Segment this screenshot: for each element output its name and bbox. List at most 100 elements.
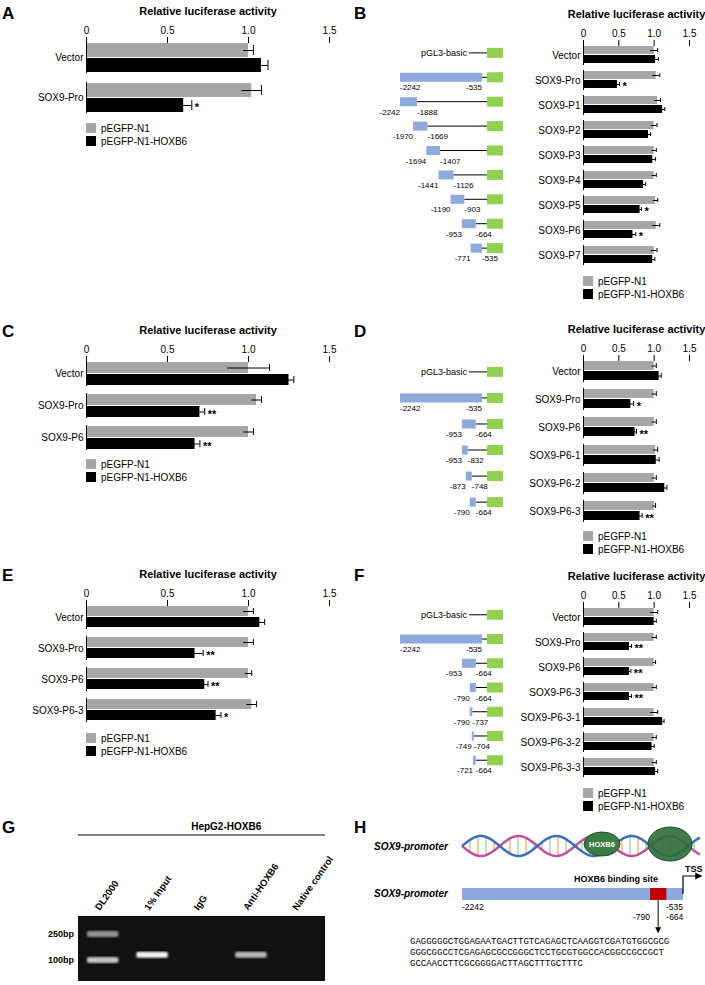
svg-text:-1888: -1888 — [417, 108, 438, 117]
svg-text:0.5: 0.5 — [161, 25, 175, 36]
svg-text:-704: -704 — [474, 742, 491, 751]
svg-text:pGL3-basic: pGL3-basic — [421, 48, 468, 58]
svg-text:-535: -535 — [466, 645, 483, 654]
svg-text:1.5: 1.5 — [683, 28, 697, 39]
svg-text:0: 0 — [84, 25, 90, 36]
svg-text:-2242: -2242 — [400, 645, 421, 654]
svg-text:**: ** — [635, 642, 644, 654]
svg-text:*: * — [644, 205, 649, 217]
svg-text:SOX9-P6: SOX9-P6 — [41, 432, 84, 443]
svg-text:100bp: 100bp — [48, 955, 75, 965]
svg-text:-535: -535 — [666, 902, 683, 912]
svg-text:SOX9-P3: SOX9-P3 — [538, 150, 581, 161]
svg-text:Relative luciferase activity: Relative luciferase activity — [568, 8, 705, 20]
svg-text:**: ** — [211, 680, 220, 692]
svg-text:1.5: 1.5 — [323, 25, 337, 36]
svg-text:-1407: -1407 — [440, 157, 461, 166]
svg-text:SOX9-Pro: SOX9-Pro — [38, 400, 84, 411]
svg-text:SOX9-P6-3-3: SOX9-P6-3-3 — [520, 762, 580, 773]
svg-text:SOX9-P1: SOX9-P1 — [538, 100, 581, 111]
svg-text:-1970: -1970 — [393, 132, 414, 141]
svg-text:0: 0 — [581, 28, 587, 39]
svg-text:SOX9-promoter: SOX9-promoter — [374, 841, 449, 852]
svg-text:-790: -790 — [454, 508, 471, 517]
svg-text:-748: -748 — [472, 482, 489, 491]
svg-text:-664: -664 — [476, 766, 493, 775]
svg-text:-873: -873 — [450, 482, 467, 491]
svg-text:Vector: Vector — [55, 368, 84, 379]
svg-text:Relative luciferase activity: Relative luciferase activity — [568, 323, 705, 335]
svg-text:-2242: -2242 — [400, 83, 421, 92]
svg-text:SOX9-P6: SOX9-P6 — [41, 674, 84, 685]
svg-text:Relative luciferase activity: Relative luciferase activity — [139, 324, 277, 336]
svg-text:-790: -790 — [454, 718, 471, 727]
svg-text:GGGCGGCCTCGAGAGCGCCGGGCTCCTGCG: GGGCGGCCTCGAGAGCGCCGGGCTCCTGCGTGGCCACGGC… — [410, 948, 664, 958]
svg-text:-832: -832 — [468, 456, 485, 465]
svg-text:-1669: -1669 — [428, 132, 449, 141]
svg-text:*: * — [224, 711, 229, 723]
svg-text:-749: -749 — [456, 742, 473, 751]
svg-text:Vector: Vector — [55, 52, 84, 63]
svg-text:SOX9-P6-3-2: SOX9-P6-3-2 — [520, 737, 580, 748]
svg-text:pGL3-basic: pGL3-basic — [421, 610, 468, 620]
svg-text:GCCAACCTTCGCGGGGACTTAGCTTTGCTT: GCCAACCTTCGCGGGGACTTAGCTTTGCTTTC — [410, 959, 583, 969]
svg-text:HOXB6 binding site: HOXB6 binding site — [574, 874, 658, 884]
svg-text:SOX9-Pro: SOX9-Pro — [38, 643, 84, 654]
svg-text:SOX9-P6: SOX9-P6 — [538, 225, 581, 236]
svg-text:**: ** — [208, 408, 217, 420]
svg-text:HOXB6: HOXB6 — [589, 840, 615, 849]
svg-text:1.5: 1.5 — [683, 590, 697, 601]
svg-text:1.5: 1.5 — [323, 588, 337, 599]
svg-text:SOX9-P6: SOX9-P6 — [538, 662, 581, 673]
svg-text:1.0: 1.0 — [242, 588, 256, 599]
svg-text:SOX9-Pro: SOX9-Pro — [535, 75, 581, 86]
svg-text:-2242: -2242 — [462, 902, 484, 912]
svg-text:-535: -535 — [466, 404, 483, 413]
svg-text:1.0: 1.0 — [647, 28, 661, 39]
svg-text:SOX9-P6-2: SOX9-P6-2 — [529, 478, 581, 489]
svg-text:pGL3-basic: pGL3-basic — [421, 367, 468, 377]
svg-text:Native control: Native control — [290, 854, 335, 912]
svg-text:SOX9-P7: SOX9-P7 — [538, 250, 581, 261]
svg-text:SOX9-P6-3: SOX9-P6-3 — [529, 687, 581, 698]
svg-text:*: * — [639, 230, 644, 242]
svg-text:*: * — [623, 80, 628, 92]
svg-text:*: * — [195, 101, 200, 113]
svg-text:1.0: 1.0 — [647, 343, 661, 354]
svg-text:GAGGGGGCTGGAGAATGACTTGTCAGAGCT: GAGGGGGCTGGAGAATGACTTGTCAGAGCTCAAGGTCGAT… — [410, 937, 669, 947]
svg-text:-771: -771 — [455, 254, 472, 263]
svg-text:**: ** — [206, 649, 215, 661]
svg-text:SOX9-P6-3-1: SOX9-P6-3-1 — [520, 712, 580, 723]
svg-text:-1126: -1126 — [454, 181, 474, 190]
svg-text:-535: -535 — [466, 83, 483, 92]
svg-text:Relative luciferase activity: Relative luciferase activity — [568, 570, 705, 582]
svg-text:-953: -953 — [446, 430, 463, 439]
svg-text:SOX9-Pro: SOX9-Pro — [535, 394, 581, 405]
svg-text:-790: -790 — [633, 912, 650, 922]
svg-text:-790: -790 — [454, 694, 471, 703]
svg-text:-2242: -2242 — [380, 108, 401, 117]
svg-text:0: 0 — [581, 343, 587, 354]
svg-text:SOX9-P6: SOX9-P6 — [538, 422, 581, 433]
svg-text:0: 0 — [581, 590, 587, 601]
svg-text:*: * — [637, 400, 642, 412]
svg-text:Anti-HOXB6: Anti-HOXB6 — [241, 861, 281, 912]
svg-text:SOX9-P6-3: SOX9-P6-3 — [32, 705, 84, 716]
svg-text:SOX9-P6-3: SOX9-P6-3 — [529, 506, 581, 517]
svg-text:SOX9-promoter: SOX9-promoter — [374, 888, 449, 899]
svg-text:SOX9-Pro: SOX9-Pro — [535, 637, 581, 648]
svg-text:0.5: 0.5 — [612, 28, 626, 39]
svg-text:-664: -664 — [476, 430, 493, 439]
svg-text:HepG2-HOXB6: HepG2-HOXB6 — [191, 821, 261, 832]
svg-text:SOX9-Pro: SOX9-Pro — [38, 92, 84, 103]
svg-text:DL2000: DL2000 — [92, 878, 120, 912]
svg-text:IgG: IgG — [191, 893, 209, 912]
svg-text:Vector: Vector — [552, 366, 581, 377]
svg-text:-2242: -2242 — [400, 404, 421, 413]
svg-text:SOX9-P2: SOX9-P2 — [538, 125, 581, 136]
svg-text:Vector: Vector — [552, 50, 581, 61]
svg-text:0: 0 — [84, 588, 90, 599]
svg-text:1.0: 1.0 — [647, 590, 661, 601]
svg-text:SOX9-P5: SOX9-P5 — [538, 200, 581, 211]
svg-text:-1190: -1190 — [431, 205, 451, 214]
